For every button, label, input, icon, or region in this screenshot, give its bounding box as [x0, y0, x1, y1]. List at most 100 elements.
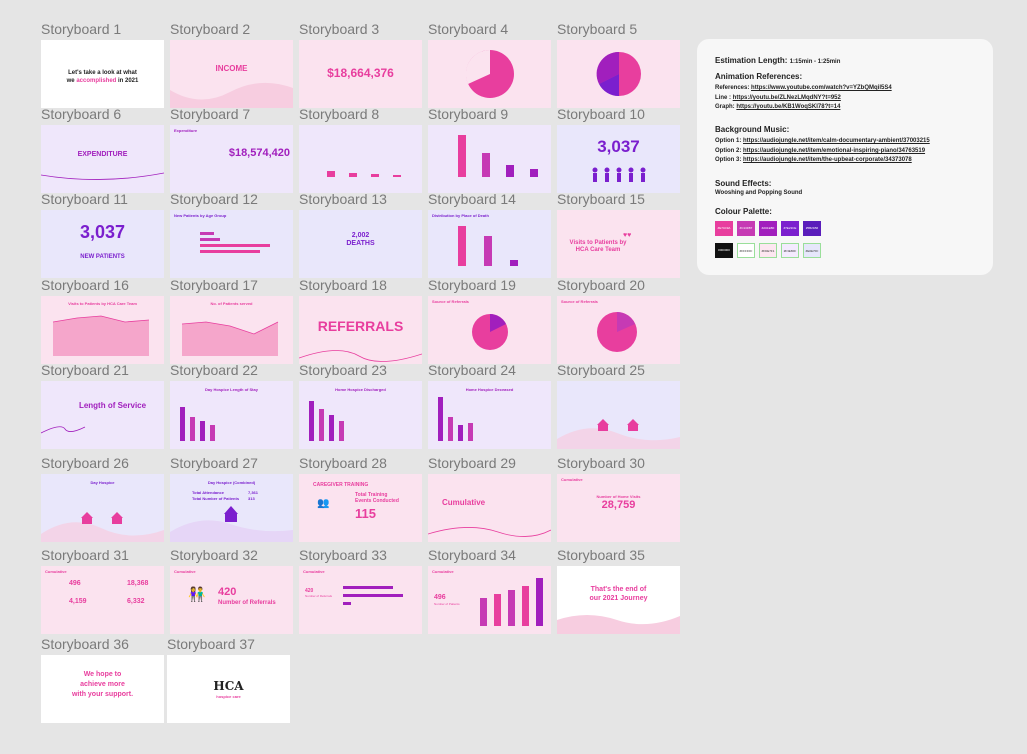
attendance-value: 7,361 [248, 490, 259, 495]
animation-line-link[interactable]: Line : https://youtu.be/ZLNezLMqdNY?t=95… [715, 95, 841, 101]
stat-4-value: 6,332 [127, 598, 145, 605]
storyboard-label: Storyboard 30 [557, 455, 645, 471]
expenditure-title: EXPENDITURE [77, 151, 128, 158]
storyboard-label: Storyboard 7 [170, 106, 251, 122]
training-line-1: Total Training [355, 492, 388, 498]
stat-1-value: 496 [69, 580, 81, 587]
storyboard-label: Storyboard 19 [428, 277, 516, 293]
area-chart [181, 321, 279, 356]
pie-chart [597, 312, 637, 352]
patients-label: Total Number of Patients [192, 496, 240, 501]
outro-line-3: with your support. [71, 691, 134, 698]
sfx-value: Wooshing and Popping Sound [715, 190, 803, 196]
frame-thumbnail: Let's take a look at what we accomplishe… [41, 40, 164, 108]
bar-chart [327, 171, 401, 177]
storyboard-label: Storyboard 23 [299, 362, 387, 378]
storyboard-label: Storyboard 17 [170, 277, 258, 293]
frame-thumbnail: EXPENDITURE [41, 125, 164, 193]
frame-thumbnail: We hope to achieve more with your suppor… [41, 655, 164, 723]
palette-swatch[interactable]: #5B21B6 [803, 221, 821, 236]
frame-thumbnail [557, 381, 680, 449]
music-option-3-link[interactable]: Option 3: https://audiojungle.net/item/t… [715, 157, 912, 163]
bar-chart [480, 578, 543, 626]
section-label: New Patients by Age Group [174, 213, 227, 218]
palette-swatch[interactable]: #FFFFFF [737, 243, 755, 258]
section-label: Cumulative [561, 477, 583, 482]
music-option-1-link[interactable]: Option 1: https://audiojungle.net/item/c… [715, 138, 930, 144]
frame-thumbnail [428, 125, 551, 193]
pie-chart [596, 51, 641, 97]
storyboard-label: Storyboard 6 [41, 106, 122, 122]
wave-decoration [41, 172, 164, 180]
heart-icon: ♥♥ [623, 232, 632, 239]
outro-line-1: We hope to [83, 671, 122, 678]
frame-thumbnail: New Patients by Age Group [170, 210, 293, 278]
wave-decoration [170, 82, 293, 108]
stat-3-value: 4,159 [69, 598, 87, 605]
music-option-2-link[interactable]: Option 2: https://audiojungle.net/item/e… [715, 148, 926, 154]
bar-chart [343, 586, 403, 605]
home-visits-value: 28,759 [601, 499, 636, 511]
expenditure-value: $18,574,420 [228, 147, 290, 159]
frame-thumbnail: Home Hospice Deceased [428, 381, 551, 449]
info-panel: Estimation Length: 1:15min - 1:25min Ani… [697, 39, 993, 275]
income-value: $18,664,376 [327, 66, 394, 80]
section-label: Cumulative [432, 569, 454, 574]
stat-2-value: 18,368 [127, 580, 149, 587]
storyboard-label: Storyboard 34 [428, 547, 516, 563]
palette-swatch[interactable]: #C13FB7 [737, 221, 755, 236]
storyboard-label: Storyboard 20 [557, 277, 645, 293]
bar-chart [438, 397, 473, 441]
houses-icon [41, 512, 164, 542]
chart-title: No. of Patients served [210, 301, 253, 306]
bar-chart [200, 232, 270, 253]
palette-swatch[interactable]: #E0E7FF [803, 243, 821, 258]
animation-reference-link[interactable]: References: https://www.youtube.com/watc… [715, 85, 892, 91]
palette-swatch[interactable]: #7E22CE [781, 221, 799, 236]
palette-swatch[interactable]: #FDE7F1 [759, 243, 777, 258]
hca-logo-subtitle: hospice care [216, 694, 241, 699]
storyboard-label: Storyboard 37 [167, 636, 255, 652]
section-label: Cumulative [45, 569, 67, 574]
referrals-value: 420 [305, 588, 314, 594]
storyboard-label: Storyboard 14 [428, 191, 516, 207]
section-label: Cumulative [174, 569, 196, 574]
people-icon [592, 167, 646, 182]
palette-swatch[interactable]: #E74C9A [715, 221, 733, 236]
frame-thumbnail: No. of Patients served [170, 296, 293, 364]
palette-swatch[interactable]: #F3E8FF [781, 243, 799, 258]
storyboard-label: Storyboard 24 [428, 362, 516, 378]
frame-thumbnail: Home Hospice Discharged [299, 381, 422, 449]
frame-thumbnail: Cumulative 496 18,368 4,159 6,332 [41, 566, 164, 634]
section-label: Expenditure [174, 128, 198, 133]
section-label: Source of Referrals [561, 299, 598, 304]
frame-thumbnail: Cumulative 420 Number of Referrals [299, 566, 422, 634]
bar-chart [458, 135, 538, 177]
storyboard-label: Storyboard 18 [299, 277, 387, 293]
storyboard-label: Storyboard 11 [41, 191, 128, 207]
animation-graph-link[interactable]: Graph: https://youtu.be/KB1WoqSKI78?t=14 [715, 104, 841, 110]
house-icon [170, 506, 293, 542]
frame-thumbnail: Distribution by Place of Death [428, 210, 551, 278]
training-line-2: Events Conducted [355, 498, 399, 504]
frame-thumbnail: Cumulative 496 Number of Patients [428, 566, 551, 634]
attendance-label: Total Attendance [192, 490, 225, 495]
income-title: INCOME [215, 64, 248, 73]
storyboard-label: Storyboard 15 [557, 191, 645, 207]
closing-line-1: That's the end of [590, 586, 647, 593]
frame-thumbnail: 3,037 [557, 125, 680, 193]
patients-value: 496 [434, 594, 446, 601]
intro-line-1: Let's take a look at what [68, 70, 137, 76]
palette-swatch[interactable]: #000000 [715, 243, 733, 258]
storyboard-label: Storyboard 13 [299, 191, 387, 207]
section-label: Distribution by Place of Death [432, 213, 489, 218]
referrals-value: 420 [218, 586, 237, 598]
chart-title: Home Hospice Discharged [335, 387, 386, 392]
storyboard-label: Storyboard 10 [557, 106, 645, 122]
frame-thumbnail: INCOME [170, 40, 293, 108]
patients-subtitle: NEW PATIENTS [80, 254, 125, 260]
palette-swatch[interactable]: #A61EBF [759, 221, 777, 236]
storyboard-label: Storyboard 29 [428, 455, 516, 471]
area-chart [52, 315, 150, 356]
pie-chart [465, 49, 514, 98]
